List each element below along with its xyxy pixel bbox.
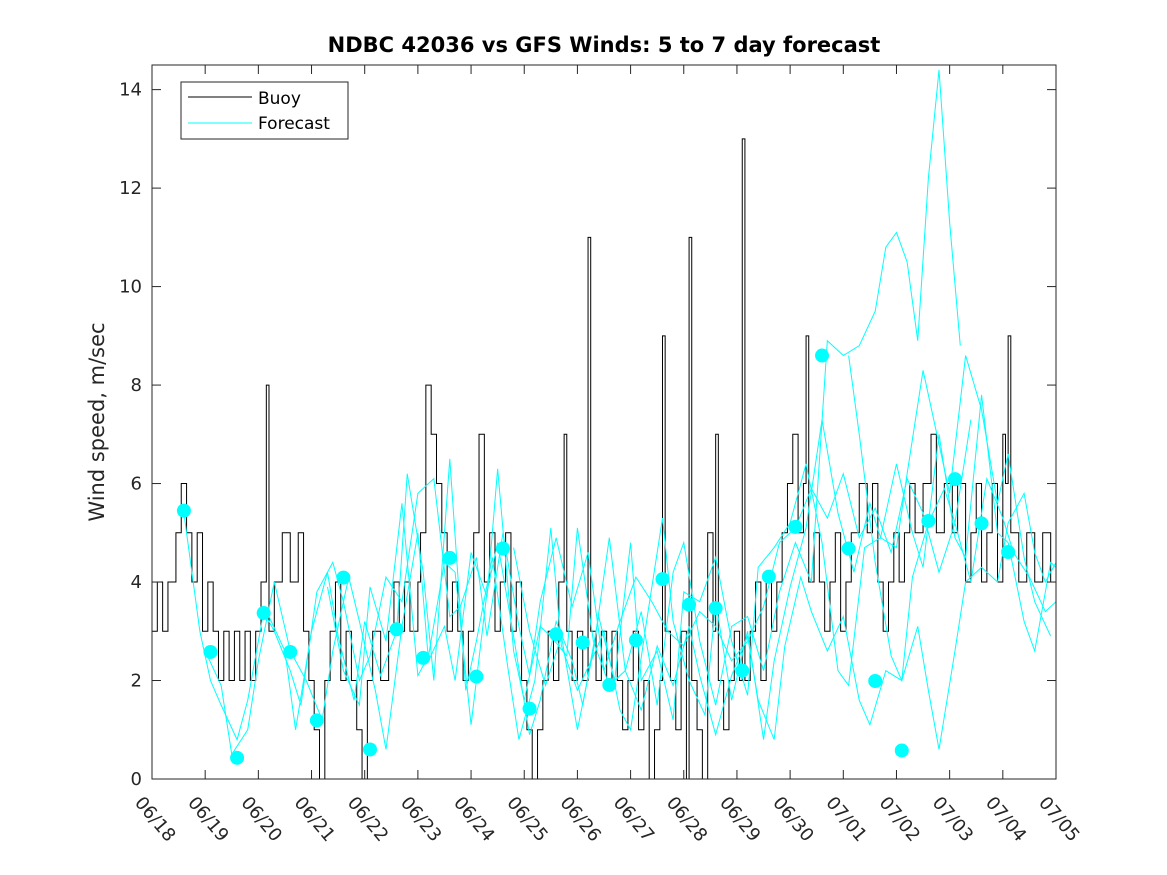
forecast-marker xyxy=(841,541,856,556)
forecast-marker xyxy=(230,750,245,765)
y-axis-label: Wind speed, m/sec xyxy=(85,322,109,521)
plot-frame xyxy=(151,64,1057,780)
forecast-marker xyxy=(283,644,298,659)
series-line-forecast-run-2 xyxy=(204,69,961,756)
forecast-marker xyxy=(176,503,191,518)
plot-area xyxy=(152,65,1056,779)
forecast-marker xyxy=(868,674,883,689)
series-line-forecast-run-3 xyxy=(268,394,1057,740)
forecast-marker xyxy=(469,669,484,684)
data-layer xyxy=(152,69,1057,780)
forecast-marker xyxy=(602,677,617,692)
forecast-marker xyxy=(336,570,351,585)
y-tick-label: 8 xyxy=(131,375,142,396)
y-tick-label: 0 xyxy=(131,769,142,790)
y-tick-label: 14 xyxy=(119,80,142,101)
forecast-marker xyxy=(549,627,564,642)
series-line-forecast-run-6 xyxy=(848,355,1057,750)
legend-label-forecast: Forecast xyxy=(258,114,330,134)
legend-box xyxy=(180,81,349,140)
forecast-marker xyxy=(1001,544,1016,559)
forecast-marker xyxy=(522,701,537,716)
forecast-marker xyxy=(655,572,670,587)
forecast-marker xyxy=(682,597,697,612)
forecast-marker xyxy=(735,663,750,678)
forecast-marker xyxy=(309,713,324,728)
series-line-forecast-run-4 xyxy=(326,355,1052,735)
y-tick-label: 6 xyxy=(131,474,142,495)
legend: Buoy Forecast xyxy=(180,81,349,140)
forecast-marker xyxy=(921,513,936,528)
y-tick-label: 10 xyxy=(119,277,142,298)
forecast-marker xyxy=(628,633,643,648)
forecast-marker xyxy=(389,622,404,637)
forecast-marker xyxy=(363,742,378,757)
forecast-marker xyxy=(708,601,723,616)
forecast-marker xyxy=(256,606,271,621)
y-tick-label: 2 xyxy=(131,671,142,692)
forecast-marker xyxy=(761,569,776,584)
legend-label-buoy: Buoy xyxy=(258,89,301,109)
forecast-marker xyxy=(442,550,457,565)
forecast-marker xyxy=(575,635,590,650)
forecast-marker xyxy=(203,644,218,659)
series-line-forecast-run-1 xyxy=(183,419,972,742)
forecast-marker xyxy=(416,650,431,665)
forecast-marker xyxy=(894,743,909,758)
y-tick-label: 4 xyxy=(131,572,142,593)
forecast-marker xyxy=(974,516,989,531)
chart-title: NDBC 42036 vs GFS Winds: 5 to 7 day fore… xyxy=(328,33,881,57)
series-line-forecast-run-5 xyxy=(513,476,1057,740)
forecast-marker xyxy=(815,348,830,363)
forecast-marker xyxy=(947,472,962,487)
forecast-marker xyxy=(495,541,510,556)
forecast-marker xyxy=(788,519,803,534)
y-tick-label: 12 xyxy=(119,178,142,199)
